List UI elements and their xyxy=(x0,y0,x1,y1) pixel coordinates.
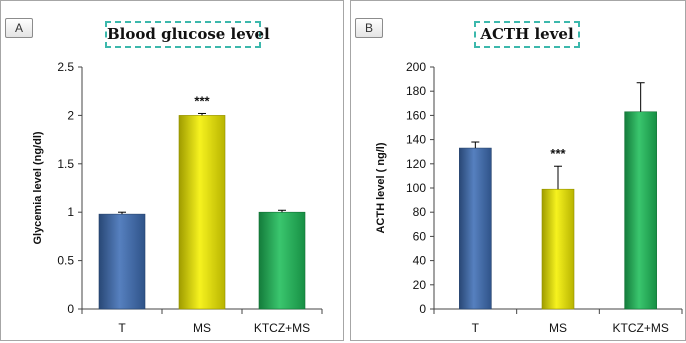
y-tick-label: 1.5 xyxy=(57,157,74,171)
x-tick-label: MS xyxy=(193,321,211,335)
y-axis-label: ACTH level ( ng/l) xyxy=(375,142,387,233)
bar-ms xyxy=(178,115,226,310)
significance-annotation: *** xyxy=(194,93,210,108)
x-tick-label: KTCZ+MS xyxy=(254,321,310,335)
y-tick-label: 0.5 xyxy=(57,254,74,268)
y-tick-label: 2 xyxy=(67,108,74,122)
x-tick-label: MS xyxy=(549,321,567,335)
bar-t xyxy=(98,213,146,310)
y-tick-label: 120 xyxy=(406,157,426,171)
y-tick-label: 100 xyxy=(406,181,426,195)
y-tick-label: 180 xyxy=(406,84,426,98)
acth-chart-panel: B ACTH level 0 20 40 60 80 100 120 140 160 180 200… xyxy=(350,0,686,341)
y-tick-label: 1 xyxy=(67,205,74,219)
acth-bar-chart: 0 20 40 60 80 100 120 140 160 180 200 ACTH level ( … xyxy=(375,60,683,335)
bar-ktcz-ms xyxy=(258,211,306,310)
y-tick-label: 140 xyxy=(406,133,426,147)
x-tick-label: T xyxy=(472,321,480,335)
significance-annotation: *** xyxy=(550,146,566,161)
y-tick-label: 0 xyxy=(67,302,74,316)
y-tick-label: 200 xyxy=(406,60,426,74)
y-tick-label: 0 xyxy=(419,302,426,316)
y-tick-label: 20 xyxy=(413,278,427,292)
y-tick-label: 60 xyxy=(413,229,427,243)
y-tick-label: 80 xyxy=(413,205,427,219)
y-tick-label: 160 xyxy=(406,108,426,122)
panel-label: B xyxy=(355,18,383,38)
y-tick-label: 40 xyxy=(413,254,427,268)
x-tick-label: T xyxy=(118,321,126,335)
glucose-bar-chart: 0 0.5 1 1.5 2 2.5 Glycemia level (ng/dl) T *** MS… xyxy=(32,60,323,335)
chart-title: ACTH level xyxy=(474,21,580,48)
y-tick-label: 2.5 xyxy=(57,60,74,74)
bar-ktcz-ms xyxy=(624,111,657,310)
bar-ms xyxy=(541,188,575,310)
y-axis-label: Glycemia level (ng/dl) xyxy=(32,131,44,244)
chart-title: Blood glucose level xyxy=(105,21,270,48)
bar-t xyxy=(459,147,492,310)
glucose-chart-panel: A Blood glucose level 0 0.5 1 1.5 2 2.5 Glycem… xyxy=(0,0,344,341)
x-tick-label: KTCZ+MS xyxy=(612,321,668,335)
panel-label: A xyxy=(5,18,33,38)
